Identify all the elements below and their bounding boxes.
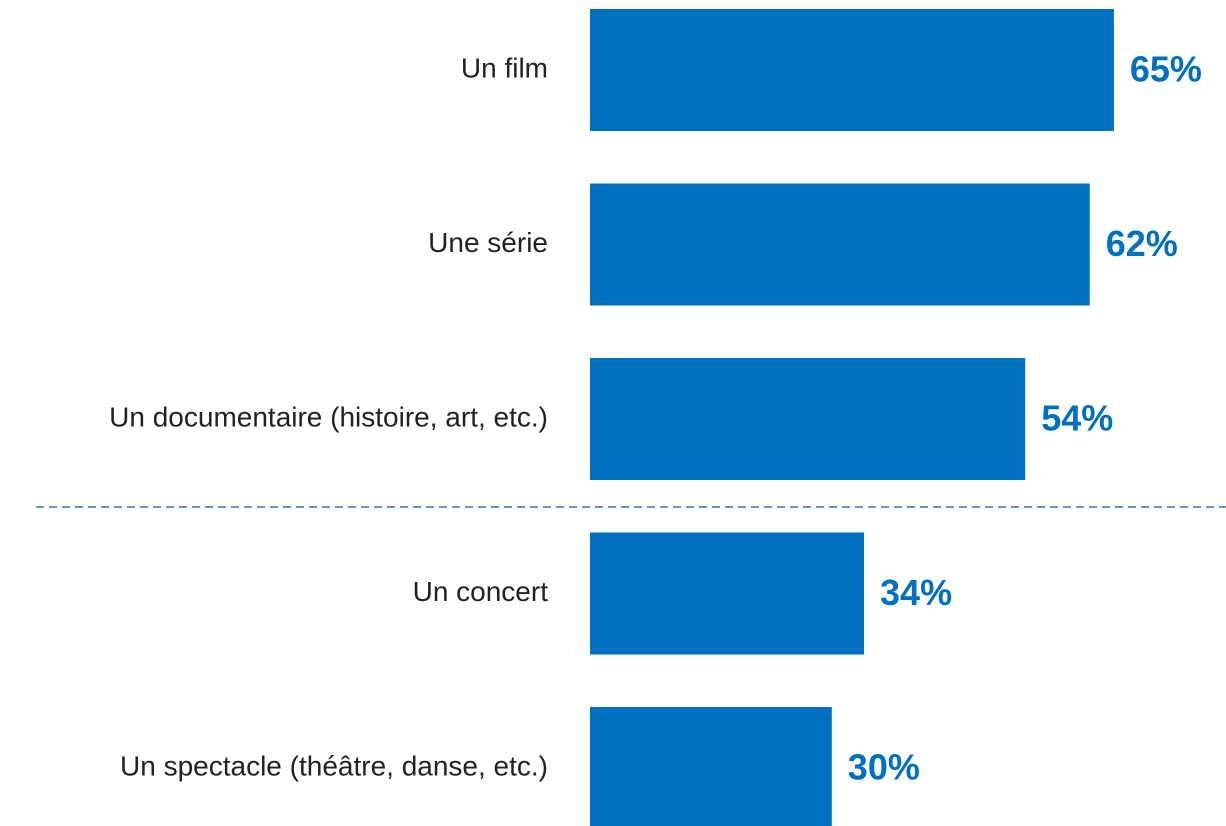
- value-label: 54%: [1041, 398, 1113, 439]
- category-label: Un concert: [413, 576, 549, 607]
- bar: [590, 183, 1090, 306]
- value-label: 34%: [880, 572, 952, 613]
- category-label: Un documentaire (histoire, art, etc.): [109, 401, 548, 432]
- category-label: Un spectacle (théâtre, danse, etc.): [120, 750, 548, 781]
- value-label: 65%: [1130, 49, 1202, 90]
- category-label: Un film: [461, 52, 548, 83]
- value-label: 62%: [1106, 223, 1178, 264]
- bar: [590, 532, 865, 655]
- category-label: Une série: [428, 227, 548, 258]
- bar: [590, 9, 1114, 131]
- bar: [590, 358, 1026, 480]
- value-label: 30%: [848, 747, 920, 788]
- bar: [590, 707, 832, 826]
